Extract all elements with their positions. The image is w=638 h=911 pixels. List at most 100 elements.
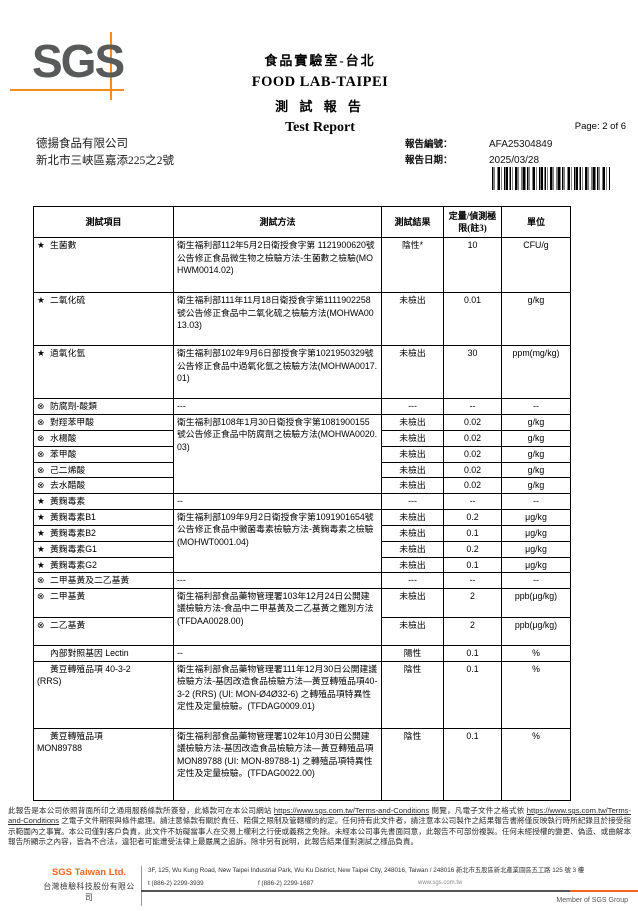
table-row: ⊗ 防腐劑-酸類 --- --- -- -- xyxy=(33,398,571,415)
report-meta: 報告編號： AFA25304849 報告日期： 2025/03/28 xyxy=(405,137,552,169)
table-row: ★ 過氧化氫 衛生福利部102年9月6日部授食字第1021950329號公告修正食品… xyxy=(33,345,571,399)
test-result-cell: 未檢出 xyxy=(381,461,444,478)
test-item-cell: ⊗ 對羥苯甲酸 xyxy=(33,413,174,431)
test-method-cell: 衛生福利部112年5月2日衛授食字第 1121900620號公告修正食品微生物之… xyxy=(173,237,382,293)
report-title-zh: 測 試 報 告 xyxy=(275,99,365,114)
circled-cross-icon: ⊗ xyxy=(37,416,45,427)
terms-text-segment: 此報告是本公司依照背面所印之通用服務條款所簽發，此條款可在本公司網站 xyxy=(8,806,274,815)
company-name-zh: 台灣檢驗科技股份有限公司 xyxy=(43,882,135,902)
detection-limit-cell: 0.1 xyxy=(443,556,502,573)
test-item-cell: ★ 黃麴毒素G1 xyxy=(33,540,174,558)
test-item-name: 二甲基黃及二乙基黃 xyxy=(50,575,130,585)
member-of-sgs-group: Member of SGS Group xyxy=(556,897,628,904)
terms-and-conditions-text: 此報告是本公司依照背面所印之通用服務條款所簽發，此條款可在本公司網站 https… xyxy=(8,806,631,848)
vertical-divider xyxy=(141,866,142,906)
terms-link[interactable]: https://www.sgs.com.tw/Terms-and-Conditi… xyxy=(273,806,430,815)
detection-limit-cell: 0.1 xyxy=(443,727,502,801)
test-result-cell: 陰性 xyxy=(381,660,444,729)
star-icon: ★ xyxy=(37,511,45,522)
terms-link[interactable]: https://www.sgs.com.tw/Terms-and-Conditi… xyxy=(8,806,631,826)
table-row: ⊗ 二甲基黃及二乙基黃 --- --- -- -- xyxy=(33,572,571,589)
circled-cross-icon: ⊗ xyxy=(37,480,45,490)
detection-limit-cell: 0.02 xyxy=(443,461,502,478)
client-address: 新北市三峽區嘉添225之2號 xyxy=(36,155,174,167)
company-block: SGS Taiwan Ltd. 台灣檢驗科技股份有限公司 xyxy=(40,867,138,903)
unit-cell: g/kg xyxy=(501,413,571,431)
test-item-cell: 黃豆轉殖品項 MON89788 xyxy=(33,727,174,801)
test-item-cell: ★ 黃麴毒素B1 xyxy=(33,508,174,526)
test-item-name: 黃麴毒素G1 xyxy=(50,543,97,554)
test-result-cell: 陽性 xyxy=(381,644,444,662)
report-no-label: 報告編號： xyxy=(405,140,453,150)
unit-cell: g/kg xyxy=(501,445,571,463)
test-result-cell: --- xyxy=(381,572,444,589)
star-icon: ★ xyxy=(37,559,45,570)
table-row: ★ 二氧化硫 衛生福利部111年11月18日衛授食字第1111902258號公告修正… xyxy=(33,292,571,346)
detection-limit-cell: -- xyxy=(443,398,502,415)
circled-cross-icon: ⊗ xyxy=(37,590,45,601)
test-item-name: 二乙基黃 xyxy=(50,619,86,630)
unit-cell: ppb(μg/kg) xyxy=(501,616,571,646)
test-item-cell: 內部對照基因 Lectin xyxy=(33,644,174,662)
col-header-test-method: 測試方法 xyxy=(173,206,382,238)
test-result-cell: 未檢出 xyxy=(381,508,444,526)
detection-limit-cell: 0.02 xyxy=(443,477,502,494)
test-item-cell: ⊗ 二甲基黃 xyxy=(33,587,174,618)
test-method-cell: 衛生福利部102年9月6日部授食字第1021950329號公告修正食品中過氧化氫… xyxy=(173,345,382,399)
address-block: 3F, 125, Wu Kung Road, New Taipei Indust… xyxy=(148,867,630,887)
unit-cell: % xyxy=(501,644,571,662)
test-item-name: 防腐劑-酸類 xyxy=(50,401,97,411)
test-method-cell: 衛生福利部109年9月2日衛授食字第1091901654號公告修正食品中黴菌毒素… xyxy=(173,508,382,573)
star-icon: ★ xyxy=(37,543,45,554)
table-row: ⊗ 苯甲酸 未檢出 0.02 g/kg xyxy=(33,445,571,463)
unit-cell: ppm(mg/kg) xyxy=(501,345,571,399)
unit-cell: μg/kg xyxy=(501,556,571,573)
results-table: 測試項目 測試方法 測試結果 定量/偵測極限(註3) 單位 ★ 生菌數 衛生福利部1… xyxy=(33,206,571,801)
test-item-cell: ⊗ 防腐劑-酸類 xyxy=(33,398,174,415)
test-method-cell: 衛生福利部食品藥物管理署111年12月30日公開建議檢驗方法-基因改造食品檢驗方… xyxy=(173,660,382,729)
test-item-cell: ★ 黃麴毒素 xyxy=(33,492,174,510)
test-item-name: 黃麴毒素G2 xyxy=(50,559,97,570)
barcode xyxy=(492,167,610,190)
star-icon: ★ xyxy=(37,527,45,538)
test-item-name: 水楊酸 xyxy=(50,432,77,443)
detection-limit-cell: 0.02 xyxy=(443,413,502,431)
test-item-cell: ⊗ 二甲基黃及二乙基黃 xyxy=(33,572,174,589)
test-item-name: 內部對照基因 Lectin xyxy=(50,647,129,658)
unit-cell: g/kg xyxy=(501,477,571,494)
test-method-cell: 衛生福利部食品藥物管理署103年12月24日公開建議檢驗方法-食品中二甲基黃及二… xyxy=(173,587,382,646)
test-result-cell: 陰性 xyxy=(381,727,444,801)
table-row: ⊗ 二乙基黃 未檢出 2 ppb(μg/kg) xyxy=(33,616,571,646)
detection-limit-cell: 0.02 xyxy=(443,429,502,447)
report-title-en: Test Report xyxy=(285,120,355,135)
test-result-cell: --- xyxy=(381,492,444,510)
circled-cross-icon: ⊗ xyxy=(37,432,45,443)
website-url: www.sgs.com.tw xyxy=(418,879,463,886)
test-item-cell: ★ 二氧化硫 xyxy=(33,292,174,346)
test-item-cell: ⊗ 水楊酸 xyxy=(33,429,174,447)
table-row: ★ 黃麴毒素 -- --- -- -- xyxy=(33,492,571,510)
unit-cell: μg/kg xyxy=(501,540,571,558)
lab-name-zh: 食品實驗室-台北 xyxy=(264,53,376,68)
table-header-row: 測試項目 測試方法 測試結果 定量/偵測極限(註3) 單位 xyxy=(33,206,571,238)
test-item-name: 黃麴毒素B2 xyxy=(50,527,96,538)
table-row: ⊗ 二甲基黃 衛生福利部食品藥物管理署103年12月24日公開建議檢驗方法-食品中二… xyxy=(33,587,571,646)
circled-cross-icon: ⊗ xyxy=(37,619,45,630)
unit-cell: % xyxy=(501,660,571,729)
test-result-cell: 未檢出 xyxy=(381,616,444,646)
detection-limit-cell: -- xyxy=(443,492,502,510)
circled-cross-icon: ⊗ xyxy=(37,464,45,475)
test-item-cell: ★ 黃麴毒素B2 xyxy=(33,524,174,542)
table-row: ⊗ 去水醋酸 未檢出 0.02 g/kg xyxy=(33,477,571,494)
client-block: 德揚食品有限公司 新北市三峽區嘉添225之2號 xyxy=(36,136,174,170)
test-method-cell: --- xyxy=(173,572,382,589)
test-result-cell: 未檢出 xyxy=(381,540,444,558)
star-icon: ★ xyxy=(37,495,45,506)
footer-rule xyxy=(141,890,570,892)
table-row: ★ 生菌數 衛生福利部112年5月2日衛授食字第 1121900620號公告修正食品… xyxy=(33,237,571,293)
test-item-cell: ★ 黃麴毒素G2 xyxy=(33,556,174,573)
fax-number: f (886-2) 2299-1687 xyxy=(258,879,314,887)
star-icon: ★ xyxy=(37,348,45,358)
test-item-cell: ★ 生菌數 xyxy=(33,237,174,293)
